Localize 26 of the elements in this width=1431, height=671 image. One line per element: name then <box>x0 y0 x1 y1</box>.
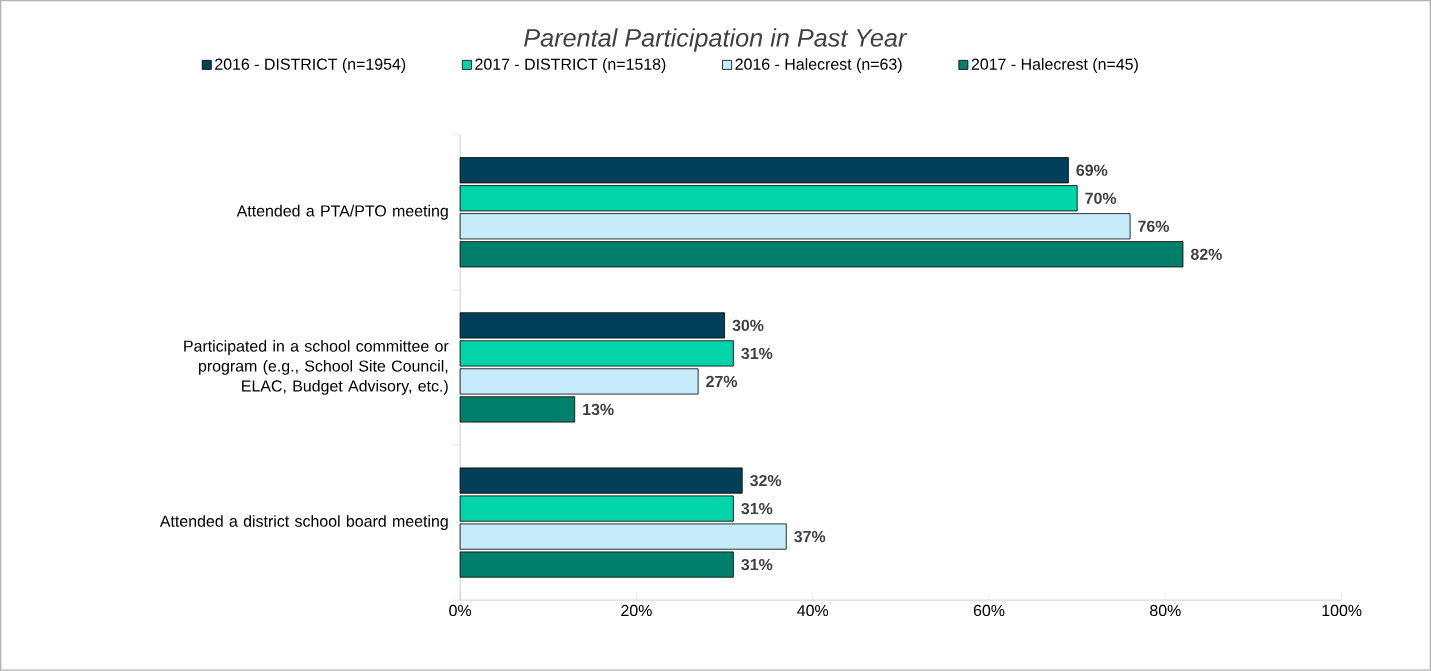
data-label: 69% <box>1076 164 1108 176</box>
data-label: 37% <box>794 531 826 543</box>
data-label: 31% <box>741 559 773 571</box>
legend-label: 2017 - DISTRICT (n=1518) <box>475 58 666 74</box>
chart-title: Parental Participation in Past Year <box>524 28 908 52</box>
data-label: 13% <box>583 403 614 416</box>
data-label: 27% <box>706 375 738 388</box>
x-tick-label: 80% <box>1150 604 1181 617</box>
legend-label: 2016 - DISTRICT (n=1954) <box>215 58 406 74</box>
data-label: 70% <box>1085 192 1117 204</box>
x-tick-label: 100% <box>1322 604 1362 617</box>
legend-label: 2016 - Halecrest (n=63) <box>735 58 902 74</box>
x-tick-label: 60% <box>973 604 1005 617</box>
x-tick-label: 20% <box>621 604 652 617</box>
legend-label: 2017 - Halecrest (n=45) <box>971 58 1138 74</box>
x-tick-label: 0% <box>449 604 472 617</box>
data-label: 31% <box>741 347 773 360</box>
data-label: 30% <box>732 319 764 332</box>
y-tick-label: Participated in a school committee or program (e.g., School Site Council, ELAC, Budget Advisory, etc.) <box>184 340 449 395</box>
y-tick-label: Attended a district school board meeting <box>159 515 448 531</box>
x-tick-label: 40% <box>797 604 829 617</box>
data-label: 31% <box>741 503 773 515</box>
data-label: 32% <box>750 475 782 487</box>
y-tick-label: Attended a PTA/PTO meeting <box>236 204 448 220</box>
data-label: 76% <box>1138 220 1170 232</box>
data-label: 82% <box>1190 248 1222 261</box>
